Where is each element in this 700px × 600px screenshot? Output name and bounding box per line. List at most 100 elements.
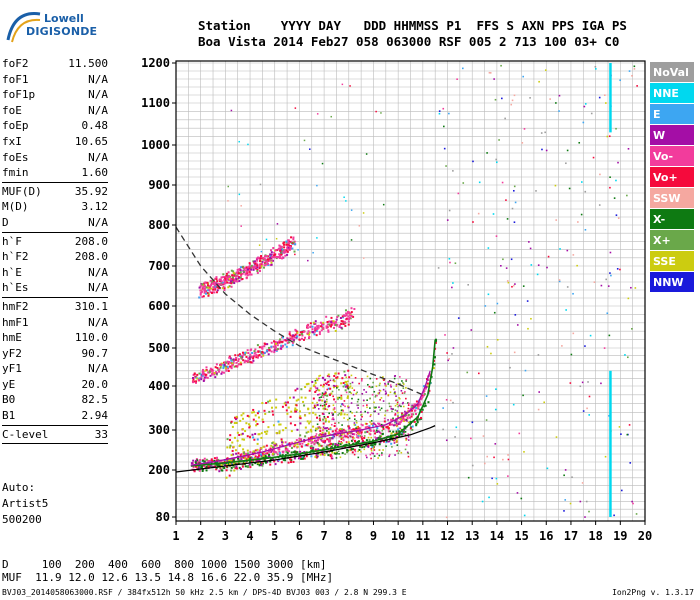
echo-point [229, 365, 232, 368]
echo-point [209, 279, 212, 282]
echo-point [312, 397, 315, 400]
echo-point [247, 452, 250, 455]
echo-point [336, 376, 339, 378]
echo-point [346, 386, 349, 389]
echo-point [250, 273, 253, 276]
echo-point [370, 444, 373, 447]
param-row: h`E N/A [2, 265, 108, 281]
echo-point [373, 442, 375, 445]
echo-point [350, 432, 353, 435]
echo-point [399, 433, 402, 436]
echo-point [203, 284, 206, 287]
echo-point [316, 455, 319, 458]
noise-point [487, 293, 490, 296]
echo-point [319, 453, 322, 456]
echo-point [225, 469, 228, 472]
echo-point [407, 452, 410, 455]
echo-point [255, 420, 258, 423]
noise-point [495, 161, 498, 164]
echo-point [278, 244, 281, 247]
echo-point [213, 373, 216, 376]
echo-point [244, 465, 247, 468]
echo-point [225, 465, 228, 468]
echo-point [223, 363, 226, 366]
noise-point [593, 281, 596, 283]
echo-point [365, 391, 368, 393]
noise-point [584, 345, 586, 347]
echo-point [316, 327, 319, 330]
echo-point [197, 465, 200, 468]
echo-point [238, 276, 241, 279]
echo-point [423, 394, 426, 397]
echo-point [345, 391, 348, 394]
echo-point [393, 442, 396, 444]
echo-point [379, 409, 381, 411]
noise-point [607, 285, 610, 287]
echo-point [256, 412, 259, 415]
echo-point [320, 450, 323, 453]
echo-point [302, 338, 305, 341]
legend-item-noval: NoVal [650, 62, 694, 83]
echo-point [286, 341, 289, 344]
echo-point [399, 427, 401, 430]
echo-point [355, 421, 358, 424]
echo-point [311, 328, 314, 331]
noise-point [595, 68, 597, 70]
echo-point [241, 428, 244, 431]
echo-point [214, 376, 217, 379]
echo-point [258, 433, 261, 436]
echo-point [230, 285, 233, 288]
echo-point [313, 330, 316, 333]
echo-point [218, 370, 221, 373]
echo-point [415, 406, 418, 409]
echo-point [303, 457, 306, 460]
echo-point [219, 284, 222, 287]
echo-point [219, 278, 222, 281]
noise-point [375, 110, 377, 113]
echo-point [289, 246, 292, 249]
echo-point [251, 351, 254, 354]
param-row: B1 2.94 [2, 408, 108, 424]
echo-point [314, 440, 317, 443]
noise-point [541, 148, 543, 151]
echo-point [241, 432, 244, 435]
echo-point [369, 429, 372, 432]
noise-point [530, 317, 532, 320]
echo-point [370, 414, 372, 416]
echo-point [423, 405, 426, 408]
echo-point [251, 452, 254, 455]
echo-point [365, 444, 368, 447]
echo-point [369, 415, 372, 418]
x-tick-label: 9 [370, 529, 377, 543]
x-tick-label: 2 [197, 529, 204, 543]
echo-point [259, 453, 262, 456]
echo-point [390, 419, 393, 422]
echo-point [385, 385, 387, 387]
echo-point [403, 420, 406, 423]
noise-point [594, 65, 597, 68]
echo-point [349, 314, 352, 317]
echo-point [270, 259, 273, 262]
noise-point [276, 223, 279, 225]
echo-point [340, 394, 343, 397]
echo-point [290, 451, 293, 454]
echo-point [424, 404, 427, 407]
echo-point [345, 441, 348, 443]
echo-point [261, 418, 264, 421]
echo-point [218, 368, 221, 371]
noise-point [566, 286, 569, 288]
echo-point [256, 438, 259, 441]
echo-point [405, 380, 407, 382]
echo-point [255, 262, 258, 265]
echo-point [407, 402, 410, 405]
echo-point [317, 443, 320, 446]
param-value: 310.1 [74, 299, 108, 313]
echo-point [232, 270, 235, 273]
echo-point [342, 381, 345, 384]
echo-point [376, 430, 379, 433]
echo-point [407, 455, 410, 458]
echo-point [333, 435, 336, 438]
noise-point [454, 262, 457, 265]
echo-point [400, 419, 403, 422]
echo-point [239, 467, 242, 470]
